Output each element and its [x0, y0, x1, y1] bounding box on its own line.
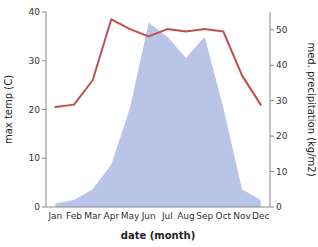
x-tick-label: Oct [216, 211, 232, 221]
y2-tick [270, 136, 274, 137]
x-tick-label: Sep [196, 211, 213, 221]
y2-tick-label: 20 [276, 131, 288, 141]
y2-tick-label: 40 [276, 60, 288, 70]
y2-tick [270, 171, 274, 172]
x-tick-label: Jan [47, 211, 62, 221]
y2-tick-label: 10 [276, 167, 288, 177]
x-tick-label: Feb [66, 211, 82, 221]
y2-axis-label: med. precipitation (kg/m2) [306, 42, 317, 176]
y2-tick-label: 30 [276, 96, 288, 106]
x-axis [46, 207, 270, 208]
y2-tick-label: 50 [276, 25, 288, 35]
y-tick [42, 12, 46, 13]
chart: 0 10 20 30 40 0 10 20 30 40 50 Jan FebMarAprMayJun Ju… [0, 0, 318, 247]
y-tick [42, 158, 46, 159]
y2-tick [270, 29, 274, 30]
y2-tick [270, 100, 274, 101]
y-axis-label: max temp (C) [3, 75, 14, 144]
y2-axis [270, 12, 271, 207]
y-tick-label: 40 [29, 7, 41, 17]
y-tick-label: 30 [29, 56, 41, 66]
x-tick-label: Apr [104, 211, 120, 221]
y-tick [42, 109, 46, 110]
x-tick-label: Mar [84, 211, 101, 221]
x-tick-label: Nov [233, 211, 251, 221]
x-tick-label: Jun [141, 211, 156, 221]
y2-tick [270, 65, 274, 66]
y-tick [42, 60, 46, 61]
x-tick-label: May [121, 211, 140, 221]
x-tick-label: Aug [177, 211, 195, 221]
y2-tick [270, 207, 274, 208]
x-tick-label: Jul [161, 211, 173, 221]
y-tick-label: 10 [29, 153, 41, 163]
precipitation-area [55, 23, 260, 207]
plot-area [55, 19, 260, 207]
y-tick-label: 20 [29, 105, 41, 115]
y2-tick-label: 0 [276, 202, 282, 212]
x-axis-label: date (month) [121, 230, 195, 241]
y-tick-label: 0 [34, 202, 40, 212]
y-tick [42, 207, 46, 208]
temperature-line [55, 19, 260, 107]
x-tick-label: Dec [252, 211, 269, 221]
